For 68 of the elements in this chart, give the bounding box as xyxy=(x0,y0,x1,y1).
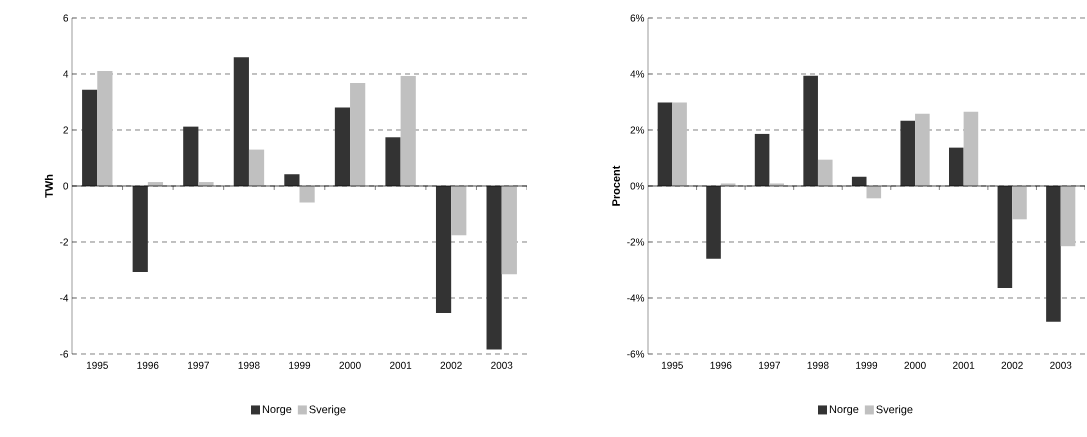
x-tick-label: 1999 xyxy=(289,361,311,369)
y-tick-label: 6% xyxy=(630,14,645,22)
bar xyxy=(803,75,818,186)
x-tick-label: 1995 xyxy=(86,361,108,369)
x-tick-label: 2002 xyxy=(1001,361,1023,369)
bar xyxy=(900,120,916,186)
bar xyxy=(233,57,249,186)
x-tick-label: 2003 xyxy=(491,361,513,369)
x-tick-label: 1997 xyxy=(759,361,780,369)
x-tick-label: 2000 xyxy=(904,361,926,369)
y-tick-label: 0% xyxy=(630,182,645,190)
y-tick-label: -6% xyxy=(627,350,645,358)
x-tick-label: 1995 xyxy=(661,361,683,369)
x-tick-label: 2000 xyxy=(339,361,361,369)
x-tick-label: 1998 xyxy=(807,361,829,369)
legend-label: Norge xyxy=(262,405,292,416)
bar xyxy=(486,186,502,350)
y-axis-title: Procent xyxy=(612,165,620,206)
bar xyxy=(385,137,401,186)
y-tick-label: -4 xyxy=(60,294,69,302)
y-tick-label: 4 xyxy=(63,70,69,78)
bar xyxy=(284,174,300,186)
bar xyxy=(754,133,770,186)
bar xyxy=(501,186,517,275)
bar xyxy=(963,111,979,186)
bar xyxy=(657,102,673,186)
y-tick-label: 0 xyxy=(63,182,69,190)
y-tick-label: -2% xyxy=(627,238,645,246)
legend-label: Sverige xyxy=(876,405,913,416)
x-tick-label: 1997 xyxy=(188,361,209,369)
y-tick-label: 4% xyxy=(630,70,645,78)
legend-label: Norge xyxy=(829,405,859,416)
bar xyxy=(400,75,416,186)
x-tick-label: 1998 xyxy=(238,361,260,369)
x-tick-label: 2001 xyxy=(953,361,975,369)
bar xyxy=(97,70,113,186)
y-tick-label: -6 xyxy=(60,350,69,358)
bar xyxy=(672,102,687,186)
x-tick-label: 1999 xyxy=(856,361,878,369)
bar xyxy=(299,186,315,203)
bar xyxy=(132,186,148,272)
bar xyxy=(915,113,930,186)
bar xyxy=(1046,186,1061,322)
x-tick-label: 2001 xyxy=(390,361,412,369)
x-tick-label: 1996 xyxy=(710,361,732,369)
bar xyxy=(1012,186,1027,220)
legend-label: Sverige xyxy=(309,405,346,416)
bar xyxy=(82,89,98,186)
y-tick-label: -2 xyxy=(60,238,68,246)
bar xyxy=(706,186,721,259)
bar xyxy=(817,159,833,186)
y-tick-label: 6 xyxy=(63,14,69,22)
y-tick-label: 2% xyxy=(630,126,645,134)
bar xyxy=(1060,186,1076,247)
bar xyxy=(334,107,351,186)
bar xyxy=(183,126,199,186)
bar xyxy=(248,149,265,186)
y-tick-label: 2 xyxy=(63,126,68,134)
bar xyxy=(451,186,467,236)
y-tick-label: -4% xyxy=(627,294,645,302)
bar xyxy=(350,82,366,186)
bar xyxy=(435,186,452,314)
bar xyxy=(997,186,1013,288)
bar xyxy=(949,147,964,186)
x-tick-label: 2002 xyxy=(440,361,462,369)
y-axis-title: TWh xyxy=(44,174,53,198)
x-tick-label: 1996 xyxy=(137,361,159,369)
x-tick-label: 2003 xyxy=(1050,361,1072,369)
